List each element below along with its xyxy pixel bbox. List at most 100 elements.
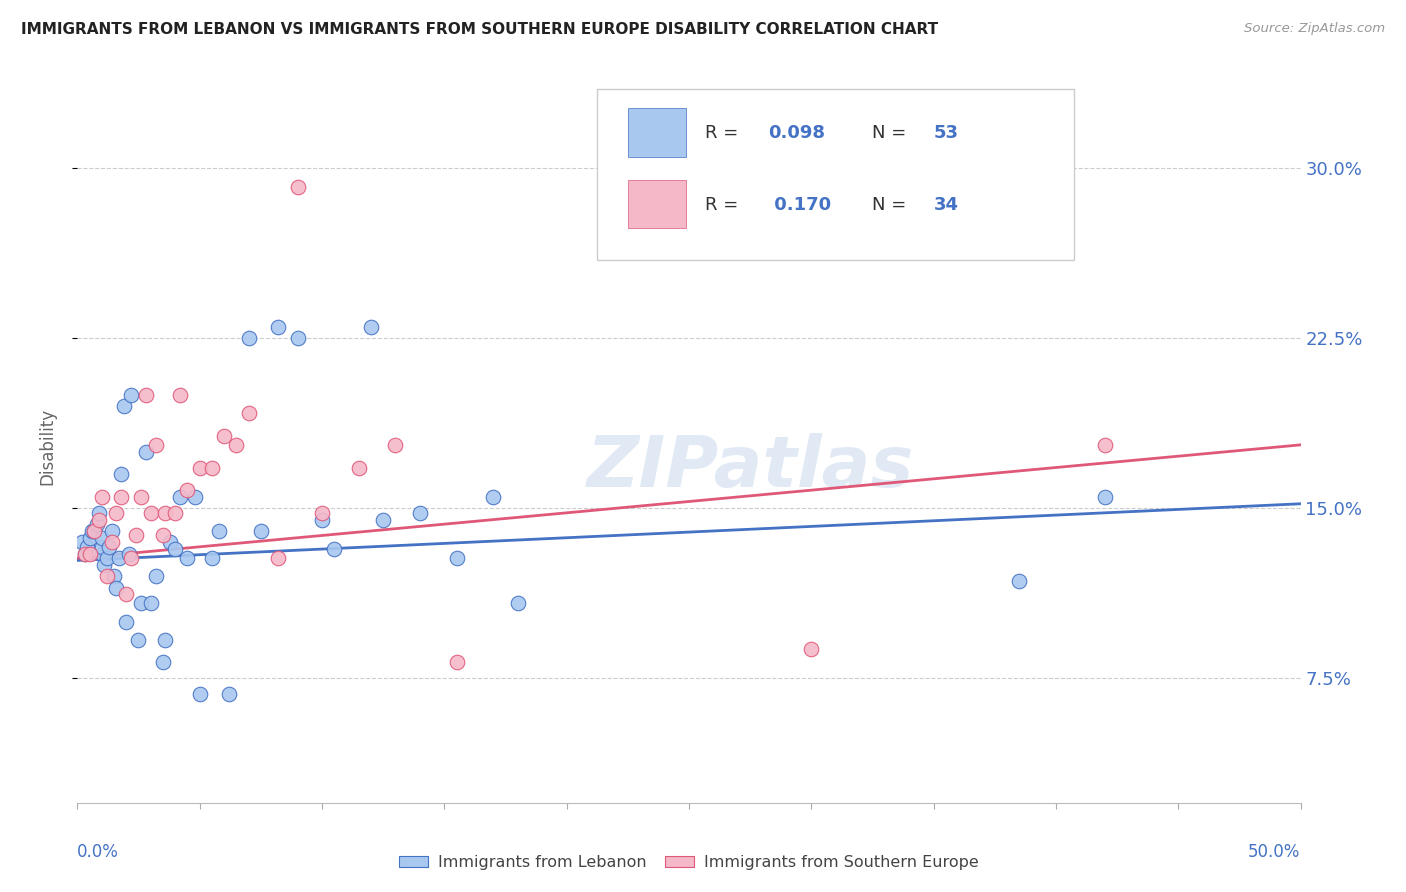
Point [238, 406, 260, 420]
Point [360, 320, 382, 334]
Text: R =: R = [704, 125, 738, 143]
FancyBboxPatch shape [628, 109, 686, 157]
Text: ZIPatlas: ZIPatlas [586, 433, 914, 502]
Point [169, 490, 191, 504]
Point [506, 597, 529, 611]
Point [267, 320, 290, 334]
Point [184, 490, 207, 504]
Text: 0.0%: 0.0% [77, 843, 120, 861]
Point [90, 490, 112, 504]
Point [76, 540, 98, 554]
Point [128, 632, 150, 647]
Point [201, 460, 224, 475]
Point [165, 506, 187, 520]
Point [108, 551, 131, 566]
FancyBboxPatch shape [598, 89, 1074, 260]
Point [159, 535, 181, 549]
Point [446, 551, 468, 566]
Point [96, 569, 118, 583]
Point [323, 542, 346, 557]
Point [110, 467, 132, 482]
Point [311, 513, 333, 527]
Point [115, 587, 138, 601]
Point [135, 388, 157, 402]
Point [155, 506, 177, 520]
Point [129, 597, 152, 611]
Point [201, 551, 224, 566]
Point [165, 542, 187, 557]
Point [250, 524, 273, 538]
Point [96, 551, 118, 566]
Point [135, 444, 157, 458]
Point [218, 687, 240, 701]
Point [100, 535, 122, 549]
Point [311, 506, 333, 520]
Point [482, 490, 505, 504]
Point [188, 687, 211, 701]
Point [105, 506, 128, 520]
Point [115, 615, 138, 629]
Point [89, 513, 111, 527]
Point [208, 524, 231, 538]
Point [384, 438, 406, 452]
Point [225, 438, 247, 452]
Point [145, 569, 167, 583]
Point [152, 656, 174, 670]
Point [800, 641, 823, 656]
Text: N =: N = [873, 125, 907, 143]
Point [409, 506, 432, 520]
Point [1094, 490, 1116, 504]
Point [79, 547, 101, 561]
Point [169, 388, 191, 402]
Point [89, 506, 111, 520]
Point [90, 531, 112, 545]
Point [1008, 574, 1031, 588]
Point [371, 513, 394, 527]
Text: IMMIGRANTS FROM LEBANON VS IMMIGRANTS FROM SOUTHERN EUROPE DISABILITY CORRELATIO: IMMIGRANTS FROM LEBANON VS IMMIGRANTS FR… [21, 22, 938, 37]
Point [100, 524, 122, 538]
Point [267, 551, 290, 566]
Point [287, 179, 309, 194]
Point [105, 581, 128, 595]
Point [152, 528, 174, 542]
Point [83, 524, 105, 538]
Point [70, 535, 93, 549]
Text: Source: ZipAtlas.com: Source: ZipAtlas.com [1244, 22, 1385, 36]
Point [93, 558, 115, 572]
Point [120, 388, 142, 402]
Point [80, 524, 103, 538]
Point [110, 490, 132, 504]
Point [238, 331, 260, 345]
Text: 0.170: 0.170 [769, 196, 831, 214]
Point [98, 540, 121, 554]
Point [155, 632, 177, 647]
Point [287, 331, 309, 345]
Point [118, 547, 141, 561]
Point [73, 547, 96, 561]
Point [83, 524, 105, 538]
Point [139, 597, 162, 611]
Point [90, 547, 112, 561]
Y-axis label: Disability: Disability [38, 408, 56, 484]
Point [125, 528, 148, 542]
Legend: Immigrants from Lebanon, Immigrants from Southern Europe: Immigrants from Lebanon, Immigrants from… [392, 849, 986, 877]
Point [145, 438, 167, 452]
Text: N =: N = [873, 196, 907, 214]
Text: R =: R = [704, 196, 738, 214]
Point [90, 540, 112, 554]
FancyBboxPatch shape [628, 180, 686, 228]
Text: 34: 34 [934, 196, 959, 214]
Point [1094, 438, 1116, 452]
Point [347, 460, 370, 475]
Point [446, 656, 468, 670]
Point [103, 569, 125, 583]
Point [120, 551, 142, 566]
Point [176, 483, 198, 498]
Point [129, 490, 152, 504]
Text: 50.0%: 50.0% [1249, 843, 1301, 861]
Point [212, 429, 235, 443]
Point [188, 460, 211, 475]
Point [176, 551, 198, 566]
Point [79, 531, 101, 545]
Text: 0.098: 0.098 [769, 125, 825, 143]
